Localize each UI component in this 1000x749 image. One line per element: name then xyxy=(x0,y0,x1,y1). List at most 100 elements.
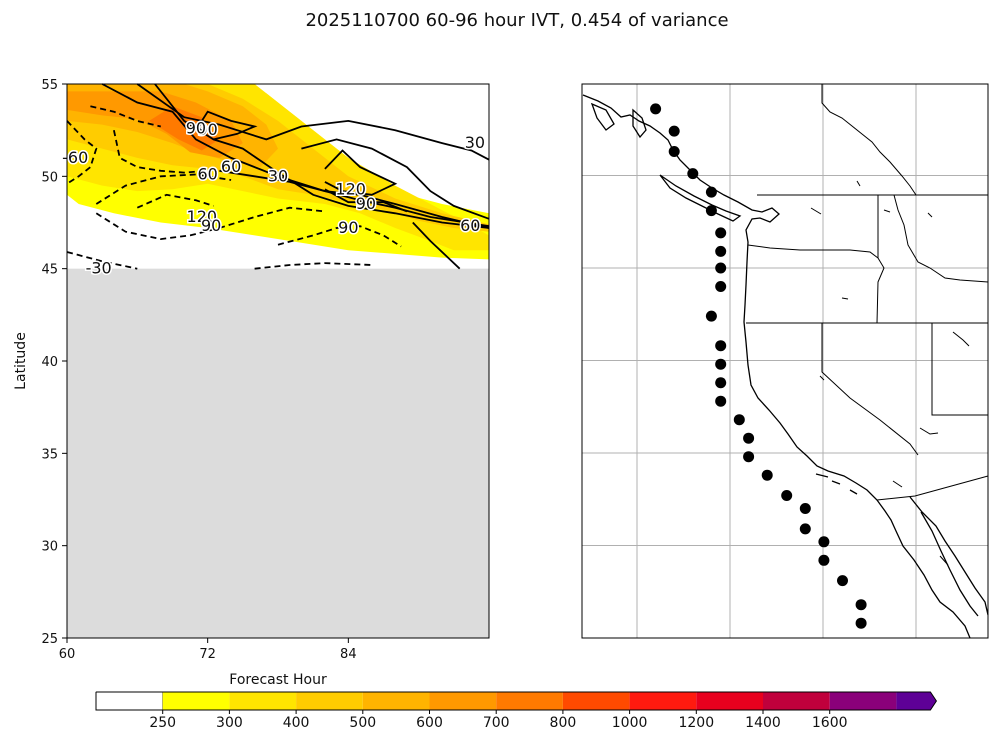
station-point xyxy=(715,262,727,274)
lake-outline xyxy=(841,297,849,300)
dashed-contour-line xyxy=(113,130,208,174)
colorbar-segment xyxy=(562,692,630,710)
filled-contour-region xyxy=(149,106,220,151)
station-point xyxy=(799,523,811,535)
station-point xyxy=(781,490,793,501)
lake-outline xyxy=(892,480,903,488)
colorbar: 250 300 400 500 600 700 800 1000 1200 1400 1600 xyxy=(95,691,938,731)
station-point xyxy=(855,617,867,629)
solid-contour-line xyxy=(301,138,490,220)
y-tick-label: 55 xyxy=(41,78,58,93)
dashed-contour-line xyxy=(136,193,214,209)
y-tick-label: 35 xyxy=(41,447,58,462)
station-point xyxy=(733,414,745,426)
station-point xyxy=(715,358,727,370)
colorbar-segment xyxy=(95,691,163,711)
colorbar-tick-label: 1200 xyxy=(678,715,714,731)
political-boundaries xyxy=(746,84,989,501)
contour-lines xyxy=(66,83,490,270)
dashed-contour-line xyxy=(66,120,98,185)
channel-islands xyxy=(815,473,858,495)
station-point xyxy=(687,168,699,180)
idaho-montana-border xyxy=(893,194,989,283)
colorbar-outline xyxy=(95,691,938,711)
station-point xyxy=(705,205,717,217)
dashed-contour-line xyxy=(66,251,138,270)
utah-arizona-border xyxy=(931,323,988,416)
lake-outline xyxy=(919,427,939,435)
station-point xyxy=(743,451,755,463)
x-axis-label: Forecast Hour xyxy=(229,672,327,688)
lake-outline xyxy=(819,375,825,381)
contour-label: 90 xyxy=(356,194,376,213)
baja-inner-coast xyxy=(920,511,979,617)
colorbar-tick-label: 1600 xyxy=(812,715,848,731)
station-point xyxy=(818,554,830,566)
idaho-border-west xyxy=(876,195,885,324)
lake-outline xyxy=(939,555,949,566)
dashed-contour-line xyxy=(277,225,402,248)
contour-label: 30 xyxy=(465,133,485,152)
colorbar-segment xyxy=(696,692,763,710)
lake-outline xyxy=(883,209,891,213)
lake-outline xyxy=(927,212,933,218)
dashed-contour-line xyxy=(254,262,372,270)
y-tick-label: 50 xyxy=(41,170,58,185)
station-point xyxy=(837,575,848,587)
solid-contour-line xyxy=(324,149,398,196)
map-lakes xyxy=(810,180,970,566)
alberta-bc-border xyxy=(821,84,917,196)
figure-title: 2025110700 60-96 hour IVT, 0.454 of vari… xyxy=(305,10,728,31)
station-point xyxy=(668,125,680,137)
colorbar-segment xyxy=(229,692,297,710)
map-frame xyxy=(581,83,989,639)
contour-label: 60 xyxy=(221,157,241,176)
california-nevada-border xyxy=(821,323,919,456)
station-point xyxy=(715,395,727,407)
colorbar-tick-label: 250 xyxy=(149,715,176,731)
contour-label: 60 xyxy=(197,164,217,183)
station-point xyxy=(715,245,727,257)
contour-label: 90 xyxy=(201,216,221,235)
colorbar-extend-arrow xyxy=(896,692,937,710)
y-axis: 25 30 35 40 45 50 55 xyxy=(41,78,67,647)
y-tick-label: 25 xyxy=(41,632,58,647)
y-axis-label: Latitude xyxy=(13,332,29,390)
solid-contour-line xyxy=(324,188,408,213)
colorbar-tick-label: 800 xyxy=(550,715,577,731)
us-mexico-border xyxy=(876,475,989,501)
contour-label: -60 xyxy=(62,148,88,167)
gulf-of-california-coast xyxy=(909,496,989,616)
haida-gwaii-island xyxy=(632,108,647,139)
station-point xyxy=(668,146,680,157)
colorbar-tick-label: 700 xyxy=(483,715,510,731)
contour-label: 30 xyxy=(268,166,288,185)
colorbar-tick-label: 400 xyxy=(283,715,310,731)
contour-label: 120 xyxy=(187,207,218,226)
colorbar-tick-label: 1000 xyxy=(612,715,648,731)
contour-label: 90 xyxy=(186,118,206,137)
colorbar-tick-label: 500 xyxy=(349,715,376,731)
solid-contour-line xyxy=(101,83,490,229)
x-tick-label: 72 xyxy=(199,647,216,662)
colorbar-segment xyxy=(763,692,830,710)
solid-contour-line xyxy=(412,221,461,270)
lake-outline xyxy=(810,207,822,215)
colorbar-segment xyxy=(296,692,363,710)
y-tick-label: 40 xyxy=(41,355,58,370)
colorbar-segment xyxy=(362,692,430,710)
contour-label: 90 xyxy=(338,218,358,237)
station-point xyxy=(715,227,727,239)
solid-contour-line xyxy=(195,110,258,141)
station-point xyxy=(650,103,662,115)
contour-label: 60 xyxy=(460,216,480,235)
colorbar-segment xyxy=(629,692,697,710)
alaska-panhandle-islands xyxy=(590,102,615,131)
dashed-contour-line xyxy=(95,206,325,241)
station-point xyxy=(818,536,830,548)
colorbar-segment xyxy=(496,692,563,710)
colorbar-tick-label: 300 xyxy=(216,715,243,731)
station-point xyxy=(715,281,727,292)
